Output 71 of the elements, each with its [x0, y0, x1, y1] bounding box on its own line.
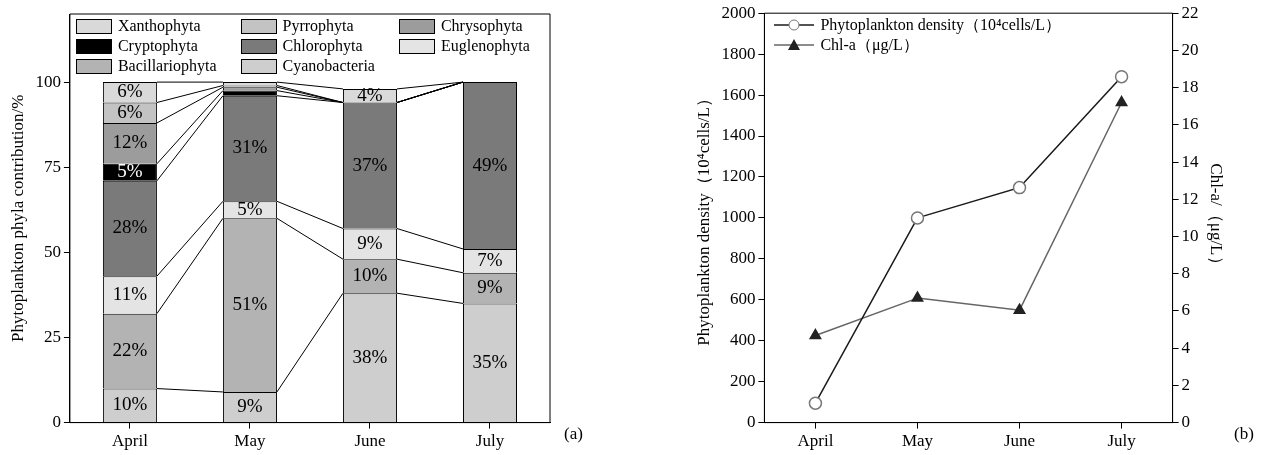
data-label: 10%	[112, 393, 148, 415]
y-axis-title: Phytoplankton density（10⁴cells/L）	[693, 90, 713, 346]
legend-label: Chrysophyta	[440, 17, 523, 35]
data-label: 9%	[357, 231, 383, 253]
data-label: 12%	[112, 131, 148, 153]
data-label: 31%	[232, 136, 268, 158]
text: (b)	[1234, 424, 1254, 444]
y-tick-label: 25	[43, 326, 61, 346]
data-label: 6%	[117, 80, 143, 102]
data-label: 49%	[472, 153, 508, 175]
data-label: 9%	[477, 276, 503, 298]
x-tick-label: July	[1107, 431, 1137, 451]
y-axis-title: Phytoplankton phyla contribution/%	[7, 94, 27, 343]
y2-tick-label: 6	[1181, 300, 1191, 320]
y-tick-label: 200	[729, 371, 756, 391]
x-tick-label: June	[354, 431, 386, 451]
y-tick-label: 1000	[721, 207, 756, 227]
y2-tick-label: 4	[1181, 337, 1191, 357]
y-tick-label: 0	[52, 412, 61, 432]
data-label: 38%	[352, 345, 388, 367]
legend-label: Xanthophyta	[117, 17, 201, 35]
data-label: 22%	[112, 339, 148, 361]
y2-tick-label: 10	[1181, 225, 1199, 245]
y-tick-label: 2000	[721, 2, 756, 22]
y-tick-label: 600	[729, 289, 756, 309]
data-label: 28%	[112, 216, 148, 238]
y-tick-label: 400	[729, 330, 756, 350]
data-label: 11%	[112, 282, 148, 304]
data-label: 9%	[237, 395, 263, 417]
data-label: 6%	[117, 100, 143, 122]
legend-label: Cyanobacteria	[282, 57, 375, 75]
y-tick-label: 1800	[721, 43, 756, 63]
data-label: 35%	[472, 350, 508, 372]
y-tick-label: 800	[729, 248, 756, 268]
y-tick-label: 0	[746, 412, 756, 432]
y2-tick-label: 2	[1181, 374, 1191, 394]
y-tick-label: 50	[43, 241, 61, 261]
data-label: 37%	[352, 153, 388, 175]
y-tick-label: 1600	[721, 84, 756, 104]
legend-label: Phytoplankton density（10⁴cells/L）	[820, 14, 1062, 36]
legend-label: Bacillariophyta	[117, 57, 217, 75]
data-label: 10%	[352, 264, 388, 286]
x-tick-label: April	[111, 431, 149, 451]
data-label: 51%	[232, 293, 268, 315]
legend-label: Euglenophyta	[440, 37, 530, 55]
y2-tick-label: 18	[1181, 77, 1199, 97]
y2-tick-label: 16	[1181, 114, 1199, 134]
y2-tick-label: 8	[1181, 263, 1191, 283]
y2-axis-title: Chl-a/（μg/L）	[1207, 163, 1227, 273]
y-tick-label: 75	[43, 156, 61, 176]
y-tick-label: 1200	[721, 166, 756, 186]
y2-tick-label: 12	[1181, 188, 1199, 208]
legend-label: Cryptophyta	[117, 37, 198, 55]
data-label: 7%	[477, 248, 503, 270]
y-tick-label: 1400	[721, 125, 756, 145]
legend-label: Pyrrophyta	[282, 17, 354, 35]
x-tick-label: June	[1003, 431, 1036, 451]
y-tick-label: 100	[35, 71, 61, 91]
y2-tick-label: 20	[1181, 39, 1199, 59]
text: (a)	[564, 424, 583, 444]
legend-label: Chlorophyta	[282, 37, 363, 55]
legend-label: Chl-a（μg/L）	[820, 34, 919, 56]
x-tick-label: May	[234, 431, 267, 451]
y2-tick-label: 22	[1181, 2, 1199, 22]
y2-tick-label: 0	[1181, 412, 1191, 432]
data-label: 5%	[117, 160, 143, 182]
y2-tick-label: 14	[1181, 151, 1200, 171]
x-tick-label: April	[797, 431, 834, 451]
x-tick-label: May	[901, 431, 934, 451]
data-label: 5%	[237, 197, 263, 219]
x-tick-label: July	[475, 431, 505, 451]
